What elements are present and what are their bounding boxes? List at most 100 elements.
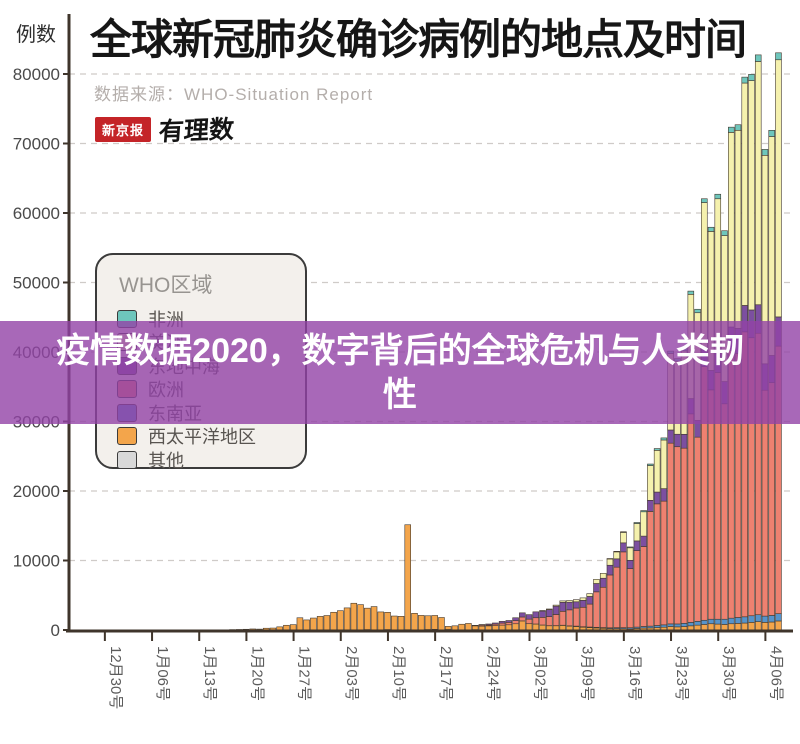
- legend-item: 其他: [117, 448, 305, 472]
- bar-segment: [613, 551, 620, 560]
- bar-segment: [687, 622, 695, 627]
- bar-segment: [653, 503, 661, 626]
- bar-segment: [289, 624, 297, 631]
- bar-segment: [754, 54, 762, 62]
- bar-segment: [532, 617, 540, 625]
- bar-segment: [377, 611, 385, 631]
- bar-segment: [505, 622, 513, 626]
- bar-segment: [694, 621, 701, 626]
- bar-segment: [687, 625, 695, 631]
- bar-segment: [579, 600, 587, 608]
- bar-segment: [559, 611, 567, 626]
- bar-segment: [519, 616, 526, 622]
- bar-segment: [579, 597, 587, 601]
- x-tick-label: 2月24号: [484, 646, 501, 701]
- bar-segment: [775, 620, 782, 631]
- bar-segment: [680, 447, 688, 624]
- bar-segment: [761, 615, 769, 623]
- bar-segment: [667, 626, 674, 631]
- bar-segment: [310, 617, 317, 631]
- bar-segment: [546, 625, 553, 631]
- bar-segment: [593, 579, 600, 584]
- overlay-banner: 疫情数据2020，数字背后的全球危机与人类韧性: [0, 321, 800, 424]
- bar-segment: [566, 609, 573, 627]
- bar-segment: [296, 617, 304, 631]
- bar-segment: [492, 625, 499, 631]
- bar-segment: [620, 531, 627, 533]
- y-tick-label: 10000: [13, 552, 60, 571]
- bar-segment: [559, 625, 567, 631]
- bar-segment: [640, 535, 647, 547]
- beijing-news-logo: 新京报: [95, 116, 152, 142]
- bar-segment: [539, 610, 546, 612]
- bar-segment: [593, 591, 600, 628]
- bar-segment: [316, 616, 324, 631]
- bar-segment: [370, 606, 378, 631]
- bar-segment: [768, 621, 775, 631]
- bar-segment: [761, 389, 769, 617]
- legend-swatch: [117, 450, 137, 469]
- x-tick-label: 1月06号: [154, 646, 171, 701]
- bar-segment: [343, 607, 351, 631]
- bar-segment: [728, 623, 735, 631]
- bar-segment: [539, 624, 546, 631]
- bar-segment: [512, 623, 519, 631]
- bar-segment: [721, 403, 728, 620]
- legend-item: 西太平洋地区: [117, 425, 305, 449]
- x-tick-label: 2月10号: [390, 646, 407, 701]
- bar-segment: [566, 600, 573, 603]
- bar-segment: [613, 566, 620, 628]
- bar-segment: [498, 621, 506, 624]
- bar-segment: [768, 615, 775, 623]
- bar-segment: [606, 564, 614, 576]
- data-source-note: 数据来源：WHO-Situation Report: [94, 85, 374, 104]
- bar-segment: [728, 126, 735, 133]
- bar-segment: [606, 574, 614, 629]
- bar-segment: [674, 446, 681, 625]
- bar-segment: [721, 230, 728, 236]
- bar-segment: [748, 622, 755, 631]
- bar-segment: [707, 226, 715, 232]
- bar-segment: [660, 500, 668, 626]
- youlishu-logo: 有理数: [157, 115, 235, 147]
- bar-segment: [525, 614, 533, 620]
- bar-segment: [728, 617, 735, 625]
- bar-segment: [768, 129, 775, 137]
- bar-segment: [384, 612, 391, 630]
- bar-segment: [539, 610, 546, 618]
- bar-segment: [660, 439, 668, 489]
- bar-segment: [701, 619, 708, 625]
- y-tick-label: 0: [51, 621, 60, 640]
- legend-swatch: [117, 427, 137, 446]
- y-tick-label: 60000: [13, 204, 60, 223]
- bar-segment: [559, 601, 567, 612]
- bar-segment: [741, 82, 748, 306]
- bar-segment: [525, 618, 533, 624]
- bar-segment: [701, 198, 708, 203]
- bar-segment: [660, 488, 668, 502]
- bar-segment: [707, 623, 715, 631]
- bar-segment: [566, 601, 573, 611]
- legend-item-label: 西太平洋地区: [148, 427, 256, 448]
- bar-segment: [754, 61, 762, 306]
- bar-segment: [728, 132, 735, 328]
- bar-segment: [613, 551, 620, 553]
- x-tick-label: 3月23号: [673, 646, 690, 701]
- bar-segment: [552, 605, 560, 615]
- bar-segment: [485, 625, 492, 631]
- bar-segment: [633, 540, 641, 551]
- bar-segment: [626, 546, 634, 549]
- bar-segment: [734, 617, 742, 624]
- bar-segment: [620, 551, 627, 628]
- bar-segment: [754, 614, 762, 622]
- bar-segment: [546, 616, 553, 626]
- bar-segment: [546, 609, 553, 617]
- bar-segment: [626, 547, 634, 561]
- bar-segment: [741, 76, 748, 84]
- bar-segment: [647, 511, 654, 627]
- bar-segment: [721, 624, 728, 631]
- x-tick-label: 2月03号: [343, 646, 360, 701]
- bar-segment: [714, 623, 722, 631]
- y-tick-label: 70000: [13, 135, 60, 154]
